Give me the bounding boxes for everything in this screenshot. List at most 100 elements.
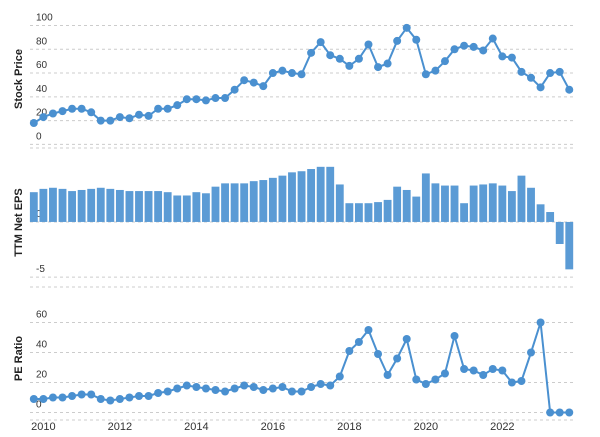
point [268, 69, 277, 78]
bar [268, 177, 277, 222]
x-tick-label: 2014 [184, 421, 208, 433]
bar [450, 185, 459, 222]
bar [202, 193, 210, 222]
bar [297, 171, 306, 222]
point [221, 94, 230, 103]
point [240, 76, 249, 85]
bar [527, 187, 535, 222]
point [421, 70, 430, 79]
x-tick-label: 2022 [490, 421, 514, 433]
point [125, 114, 134, 123]
point [517, 67, 526, 76]
point [87, 390, 96, 399]
point [154, 104, 163, 113]
point [230, 85, 239, 94]
point [527, 73, 536, 82]
point [96, 395, 105, 403]
point [163, 387, 172, 396]
point [144, 392, 153, 400]
point [68, 392, 77, 400]
point [39, 395, 48, 403]
point [106, 396, 115, 405]
point [345, 61, 354, 70]
point [421, 380, 430, 388]
bar [154, 191, 163, 222]
point [507, 378, 516, 387]
point [374, 350, 383, 358]
point [29, 119, 38, 128]
bar [240, 183, 249, 222]
x-tick-label: 2012 [108, 421, 132, 433]
bar [68, 191, 76, 222]
y-axis-label: TTM Net EPS [13, 188, 25, 256]
point [77, 390, 86, 399]
point [402, 335, 411, 343]
bar [115, 189, 124, 222]
point [278, 383, 287, 391]
y-tick-label: 60 [36, 310, 48, 321]
y-tick-label: 0 [36, 400, 42, 411]
bar [106, 188, 115, 222]
bar [87, 188, 96, 222]
point [316, 38, 325, 47]
point [182, 381, 191, 390]
bar [49, 187, 57, 222]
point [201, 384, 210, 393]
bar [96, 187, 105, 222]
bar [383, 199, 392, 222]
point [335, 372, 344, 381]
point [354, 54, 363, 63]
bar [182, 195, 191, 222]
point [39, 113, 48, 122]
point [115, 395, 124, 403]
x-tick-label: 2018 [337, 421, 361, 433]
line [33, 322, 570, 414]
point [412, 375, 421, 384]
point [77, 104, 86, 113]
y-tick-label: 60 [36, 60, 48, 71]
point [173, 101, 182, 110]
bar [259, 180, 268, 222]
y-tick-label: 40 [36, 340, 48, 351]
point [527, 348, 536, 357]
bar [354, 203, 363, 222]
point [393, 354, 402, 363]
bar [192, 192, 201, 222]
point [431, 66, 440, 75]
bar [58, 188, 67, 222]
point [182, 95, 191, 104]
point [58, 393, 67, 402]
bar [326, 166, 335, 222]
point [259, 82, 268, 91]
bar [249, 181, 258, 222]
point [364, 326, 373, 334]
bar [536, 204, 545, 222]
point [316, 380, 325, 388]
bar [144, 191, 153, 222]
point [287, 387, 296, 396]
bar [29, 192, 38, 222]
point [29, 395, 38, 403]
bar [135, 191, 143, 222]
point [469, 42, 478, 51]
point [536, 318, 545, 327]
point [287, 69, 296, 78]
x-tick-label: 2016 [261, 421, 285, 433]
point [163, 104, 172, 113]
y-tick-label: 40 [36, 84, 48, 95]
point [221, 387, 230, 396]
y-tick-label: 20 [36, 370, 48, 381]
bar [402, 189, 411, 222]
point [555, 408, 564, 417]
y-tick-label: 0 [36, 209, 42, 220]
bar [364, 203, 373, 222]
point [383, 59, 392, 68]
point [135, 392, 143, 400]
point [469, 366, 478, 375]
bar [431, 183, 440, 222]
point [201, 96, 210, 105]
point [479, 371, 488, 379]
point [412, 35, 421, 44]
point [374, 63, 383, 72]
